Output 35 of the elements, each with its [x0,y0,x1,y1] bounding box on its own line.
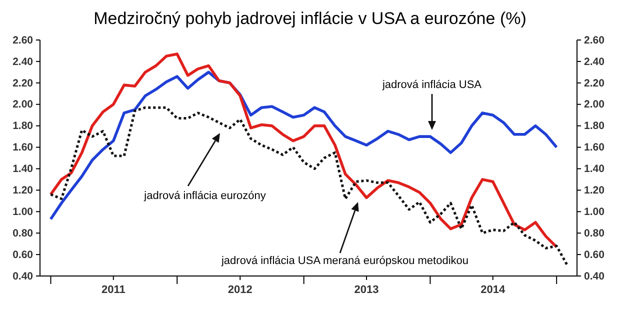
x-tick-label: 2012 [228,284,252,296]
y2-tick-label: 2.20 [584,77,605,90]
y2-tick-label: 1.00 [584,206,605,218]
y-tick-label: 1.40 [12,163,34,176]
annotation: jadrová inflácia USA meraná európskou metodikou [220,255,469,267]
y-tick-label: 0.60 [12,248,34,261]
y-tick-label: 1.00 [12,206,34,218]
chart-title: Medziročný pohyb jadrovej inflácie v USA a eurozóne (%) [94,9,526,28]
y2-tick-label: 0.40 [584,270,605,282]
y-tick-label: 2.20 [12,77,34,90]
y-tick-label: 1.60 [12,142,34,154]
y-tick-label: 2.00 [12,98,34,111]
y-tick-label: 2.60 [12,34,34,46]
line-series [49,52,558,248]
y2-tick-label: 1.20 [584,184,605,197]
y2-tick-label: 2.40 [584,56,605,68]
y2-tick-label: 1.40 [584,163,605,176]
x-tick-label: 2013 [354,284,379,296]
x-tick-label: 2014 [480,284,506,296]
y-tick-label: 2.40 [12,56,34,68]
annotation: jadrová inflácia eurozóny [143,190,266,202]
y2-tick-label: 2.60 [584,34,605,46]
line-series [49,106,569,267]
y-tick-label: 1.20 [12,184,34,197]
line-series [49,70,558,221]
y-tick-label: 0.40 [12,270,34,282]
annotation: jadrová inflácia USA [381,79,482,91]
y-tick-label: 1.80 [12,120,34,132]
x-tick-label: 2011 [101,284,126,296]
y2-tick-label: 0.80 [584,227,605,240]
y2-tick-label: 0.60 [584,248,605,261]
y-tick-label: 0.80 [12,227,34,240]
y2-tick-label: 2.00 [584,98,605,111]
y2-tick-label: 1.80 [584,120,605,132]
y2-tick-label: 1.60 [584,142,605,154]
